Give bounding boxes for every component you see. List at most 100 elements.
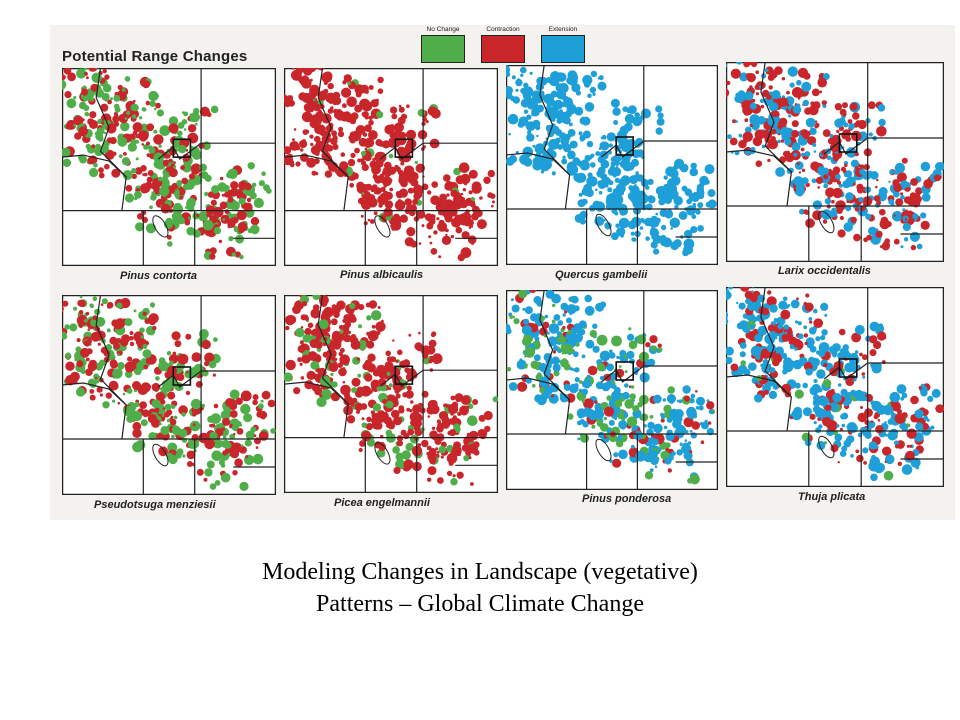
range-patch <box>445 403 450 408</box>
range-patch <box>788 114 792 118</box>
range-patch <box>559 83 564 89</box>
range-patch <box>534 394 543 403</box>
range-patch <box>455 226 463 234</box>
range-patch <box>358 447 363 453</box>
range-patch <box>428 235 432 239</box>
range-patch <box>340 384 351 396</box>
range-patch <box>817 186 820 189</box>
range-patch <box>66 98 77 109</box>
range-patch <box>121 322 124 325</box>
range-patch <box>762 129 773 140</box>
range-patch <box>845 136 851 142</box>
range-patch <box>530 360 539 369</box>
range-patch <box>327 82 334 90</box>
range-patch <box>97 375 101 380</box>
range-patch <box>465 450 470 456</box>
range-patch <box>805 211 810 215</box>
range-patch <box>328 362 339 372</box>
range-patch <box>110 360 118 369</box>
range-patch <box>139 401 147 409</box>
range-patch <box>849 102 858 111</box>
range-patch <box>783 359 789 364</box>
range-patch <box>285 95 293 103</box>
range-patch <box>863 164 870 171</box>
range-patch <box>794 347 798 351</box>
range-patch <box>83 318 88 323</box>
range-patch <box>523 318 530 325</box>
range-patch <box>901 157 908 164</box>
range-patch <box>232 470 238 476</box>
range-patch <box>468 169 478 179</box>
range-patch <box>900 192 904 196</box>
range-patch <box>222 435 227 439</box>
range-patch <box>884 454 895 465</box>
range-patch <box>803 325 808 330</box>
range-patch <box>653 248 660 255</box>
range-patch <box>117 401 121 405</box>
legend-item-contraction: Contraction <box>479 25 527 63</box>
range-patch <box>619 409 624 413</box>
range-patch <box>427 190 432 195</box>
range-patch <box>438 255 442 259</box>
range-patch <box>252 394 259 401</box>
range-patch <box>172 351 177 356</box>
range-patch <box>837 461 840 464</box>
range-patch <box>198 211 209 222</box>
map-caption-pinus-contorta: Pinus contorta <box>120 270 198 282</box>
range-patch <box>324 170 333 178</box>
range-patch <box>755 160 763 167</box>
range-patch <box>567 330 572 335</box>
range-patch <box>516 359 527 370</box>
range-patch <box>385 400 394 409</box>
range-patch <box>828 168 832 172</box>
range-patch <box>321 97 325 101</box>
range-patch <box>304 93 314 103</box>
range-patch <box>632 237 637 242</box>
range-patch <box>178 405 188 415</box>
range-patch <box>134 401 140 408</box>
range-patch <box>347 158 356 167</box>
range-patch <box>854 152 859 157</box>
range-patch <box>876 126 887 137</box>
range-patch <box>829 402 839 412</box>
range-patch <box>405 177 410 182</box>
range-patch <box>798 171 802 174</box>
range-patch <box>901 464 913 475</box>
range-patch <box>206 460 215 469</box>
range-patch <box>647 178 654 185</box>
range-patch <box>316 124 326 135</box>
range-patch <box>843 222 853 232</box>
range-patch <box>848 123 855 130</box>
range-patch <box>227 189 234 196</box>
range-patch <box>346 415 356 424</box>
range-patch <box>187 124 197 133</box>
range-patch <box>814 124 819 129</box>
range-patch <box>622 106 628 112</box>
range-patch <box>117 353 120 357</box>
range-patch <box>870 473 878 482</box>
range-patch <box>201 403 205 408</box>
range-patch <box>178 428 188 438</box>
range-patch <box>106 328 111 333</box>
range-patch <box>405 390 414 399</box>
range-patch <box>400 216 404 220</box>
range-patch <box>843 400 850 407</box>
range-patch <box>599 301 607 308</box>
range-patch <box>65 375 76 386</box>
caption-line-1: Modeling Changes in Landscape (vegetativ… <box>262 559 698 585</box>
range-patch <box>594 201 606 212</box>
range-patch <box>852 112 860 120</box>
range-patch <box>827 137 835 145</box>
range-patch <box>893 214 896 217</box>
range-patch <box>869 321 880 332</box>
range-patch <box>647 421 655 430</box>
range-patch <box>270 428 276 434</box>
range-patch <box>312 98 316 102</box>
range-patch <box>250 224 260 235</box>
range-patch <box>122 170 133 180</box>
range-patch <box>818 396 829 407</box>
range-patch <box>879 208 886 216</box>
figure-title: Potential Range Changes <box>62 48 248 65</box>
range-patch <box>412 404 422 414</box>
range-patch <box>405 442 414 451</box>
